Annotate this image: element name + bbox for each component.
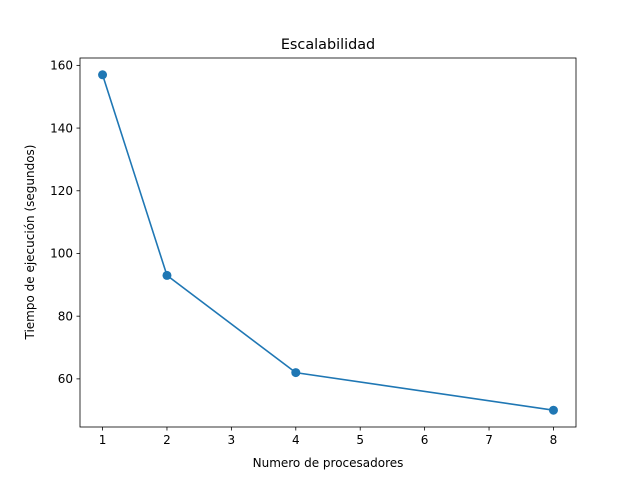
y-tick-label: 120	[50, 184, 73, 198]
x-tick-label: 5	[356, 433, 364, 447]
x-tick-label: 6	[421, 433, 429, 447]
x-tick-label: 4	[292, 433, 300, 447]
data-point	[98, 70, 108, 80]
chart-title: Escalabilidad	[281, 37, 375, 53]
x-tick-label: 7	[485, 433, 493, 447]
data-point	[291, 368, 301, 378]
x-tick-label: 3	[228, 433, 236, 447]
y-tick-label: 160	[50, 59, 73, 73]
x-tick-label: 1	[99, 433, 107, 447]
series-line	[101, 74, 554, 412]
y-axis-label: Tiempo de ejecución (segundos)	[23, 145, 37, 341]
y-tick-label: 80	[58, 309, 73, 323]
x-tick-label: 2	[163, 433, 171, 447]
y-tick-label: 60	[58, 372, 73, 386]
x-axis-label: Numero de procesadores	[253, 456, 404, 470]
y-tick-label: 100	[50, 247, 73, 261]
y-tick-label: 140	[50, 121, 73, 135]
x-tick-label: 8	[550, 433, 558, 447]
data-point	[548, 405, 558, 415]
plot-frame	[79, 57, 577, 428]
data-point	[162, 270, 172, 280]
plot-area: 1 2 3 4 5 6 7 8 60 80 100 120 140 160	[50, 57, 577, 447]
